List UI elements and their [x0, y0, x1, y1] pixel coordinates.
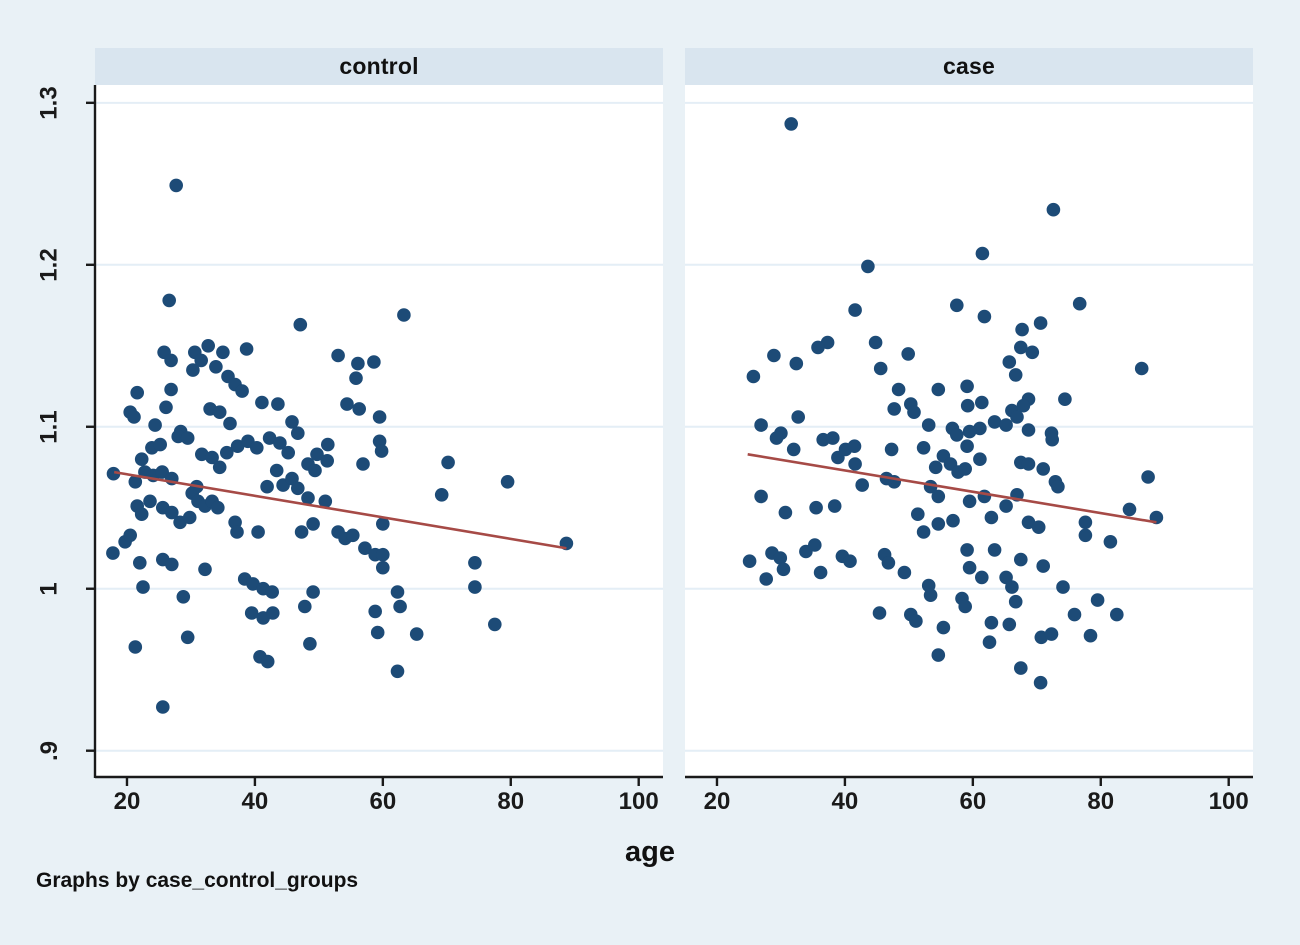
x-tick-label: 100 [1208, 788, 1249, 815]
plot-area-case [685, 85, 1253, 777]
x-tick-label: 20 [703, 788, 731, 815]
y-tick: .9 [30, 736, 70, 766]
panel-title-control: control [339, 53, 419, 79]
panel-title-case: case [943, 53, 995, 79]
y-tick-label: 1.2 [36, 248, 63, 282]
x-tick-label: 20 [113, 788, 141, 815]
x-tick-label: 100 [618, 788, 659, 815]
y-tick-label: 1.1 [36, 410, 63, 444]
y-tick-label: 1.3 [36, 86, 63, 120]
x-tick-label: 40 [831, 788, 859, 815]
y-tick: 1.3 [30, 86, 70, 120]
y-tick: 1.1 [30, 410, 70, 444]
x-axis-title: age [625, 836, 675, 868]
x-tick-label: 60 [369, 788, 397, 815]
x-tick-label: 40 [241, 788, 269, 815]
y-tick: 1 [30, 574, 70, 604]
panel-header-control: control [95, 48, 663, 85]
x-tick-label: 80 [497, 788, 525, 815]
x-tick-label: 60 [959, 788, 987, 815]
y-tick: 1.2 [30, 248, 70, 282]
y-tick-label: .9 [35, 740, 63, 761]
graphs-by-note: Graphs by case_control_groups [36, 869, 359, 892]
y-tick-label: 1 [35, 582, 63, 596]
x-tick-label: 80 [1087, 788, 1115, 815]
plot-area-control [95, 85, 663, 777]
panel-header-case: case [685, 48, 1253, 85]
